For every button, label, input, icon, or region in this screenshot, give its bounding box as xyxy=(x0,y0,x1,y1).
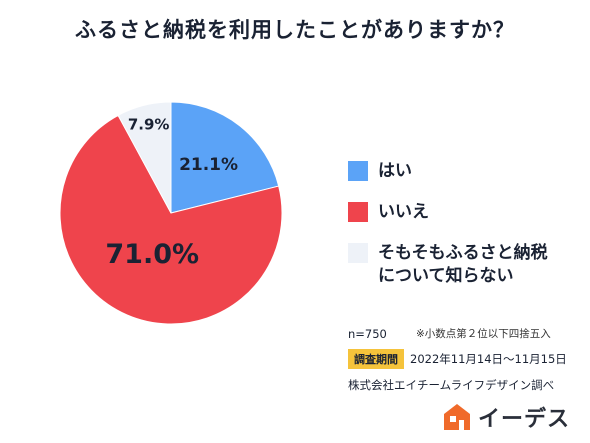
pie-slice-unknown xyxy=(117,101,172,214)
rounding-note: ※小数点第２位以下四捨五入 xyxy=(416,328,551,340)
legend-item-yes: はい xyxy=(348,160,588,183)
source-row: 株式会社エイチームライフデザイン調べ xyxy=(348,377,567,393)
pie-slice-yes xyxy=(170,101,280,214)
legend-label-yes: はい xyxy=(378,161,412,181)
legend-swatch-unknown xyxy=(348,243,368,263)
brand-logo: イーデス xyxy=(440,401,570,433)
source-text: 株式会社エイチームライフデザイン調べ xyxy=(348,378,555,392)
legend: はい いいえ そもそもふるさと納税 について知らない xyxy=(348,160,588,306)
period-badge: 調査期間 xyxy=(348,349,404,369)
period-row: 調査期間 2022年11月14日〜11月15日 xyxy=(348,349,567,369)
legend-label-no: いいえ xyxy=(378,202,429,222)
legend-swatch-no xyxy=(348,202,368,222)
slice-label-no: 71.0% xyxy=(105,239,199,270)
legend-item-no: いいえ xyxy=(348,201,588,224)
period-value: 2022年11月14日〜11月15日 xyxy=(410,352,567,366)
slice-label-yes: 21.1% xyxy=(179,155,238,175)
sample-size: n=750 xyxy=(348,326,387,341)
house-logo-icon xyxy=(443,404,470,430)
survey-notes: n=750 ※小数点第２位以下四捨五入 調査期間 2022年11月14日〜11月… xyxy=(348,326,567,401)
chart-title: ふるさと納税を利用したことがありますか？ xyxy=(75,18,515,42)
legend-label-unknown: そもそもふるさと納税 について知らない xyxy=(378,243,548,286)
slice-label-unknown: 7.9% xyxy=(128,115,170,133)
brand-name: イーデス xyxy=(477,407,570,432)
pie-slice-no xyxy=(59,114,283,325)
legend-item-unknown: そもそもふるさと納税 について知らない xyxy=(348,242,588,288)
sample-size-row: n=750 ※小数点第２位以下四捨五入 xyxy=(348,326,567,341)
legend-swatch-yes xyxy=(348,161,368,181)
